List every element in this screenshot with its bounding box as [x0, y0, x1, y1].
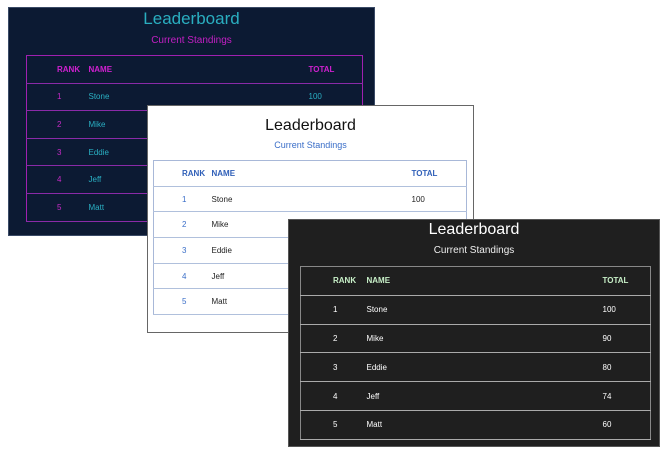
rank-cell: 1: [333, 305, 338, 315]
leaderboard-title: Leaderboard: [143, 9, 240, 28]
table-row: 3 Eddie 80: [300, 353, 651, 382]
leaderboard-dark-theme: Leaderboard Current Standings RANK NAME …: [288, 219, 660, 447]
leaderboard-subtitle: Current Standings: [151, 35, 232, 46]
total-cell: 100: [308, 92, 322, 102]
name-cell: Eddie: [88, 147, 109, 157]
rank-cell: 4: [57, 175, 62, 185]
leaderboard-title: Leaderboard: [265, 117, 356, 134]
name-header: NAME: [211, 168, 236, 178]
table-row: 1 Stone 100: [300, 295, 651, 325]
total-cell: 90: [602, 333, 612, 343]
rank-cell: 3: [182, 245, 187, 255]
table-row: 4 Jeff 74: [300, 382, 651, 411]
table-header: RANK NAME TOTAL: [153, 161, 467, 187]
total-cell: 100: [411, 194, 425, 204]
table-row: 1 Stone 100: [153, 186, 467, 212]
name-cell: Mike: [366, 333, 384, 343]
name-cell: Stone: [88, 92, 110, 102]
rank-cell: 4: [333, 391, 338, 401]
total-cell: 80: [602, 362, 612, 372]
name-cell: Mike: [211, 220, 229, 230]
rank-cell: 5: [57, 202, 62, 212]
name-header: NAME: [366, 276, 391, 286]
rank-header: RANK: [57, 64, 81, 74]
leaderboard-title: Leaderboard: [428, 221, 520, 238]
rank-cell: 1: [182, 194, 187, 204]
standings-table: RANK NAME TOTAL 1 Stone 100 2 Mike 90 3 …: [300, 266, 651, 440]
rank-cell: 3: [57, 147, 62, 157]
name-cell: Matt: [366, 420, 383, 430]
rank-cell: 2: [57, 119, 62, 129]
table-header: RANK NAME TOTAL: [300, 267, 651, 296]
total-cell: 100: [602, 305, 616, 315]
name-cell: Jeff: [88, 175, 102, 185]
table-row: 5 Matt 60: [300, 410, 651, 440]
rank-cell: 4: [182, 271, 187, 281]
name-cell: Jeff: [211, 271, 225, 281]
name-cell: Eddie: [211, 245, 232, 255]
total-cell: 60: [602, 420, 612, 430]
leaderboard-subtitle: Current Standings: [274, 140, 347, 150]
total-header: TOTAL: [308, 64, 335, 74]
rank-cell: 2: [182, 220, 187, 230]
name-cell: Stone: [211, 194, 233, 204]
total-header: TOTAL: [411, 168, 438, 178]
total-cell: 74: [602, 391, 612, 401]
name-cell: Eddie: [366, 362, 387, 372]
rank-header: RANK: [182, 168, 206, 178]
name-cell: Matt: [88, 202, 105, 212]
name-cell: Mike: [88, 119, 106, 129]
total-header: TOTAL: [602, 276, 629, 286]
rank-cell: 2: [333, 333, 338, 343]
rank-cell: 3: [333, 362, 338, 372]
rank-cell: 1: [57, 92, 62, 102]
leaderboard-subtitle: Current Standings: [433, 245, 515, 256]
name-cell: Stone: [366, 305, 388, 315]
name-header: NAME: [88, 64, 113, 74]
rank-header: RANK: [333, 276, 357, 286]
rank-cell: 5: [182, 297, 187, 307]
table-row: 2 Mike 90: [300, 324, 651, 353]
name-cell: Jeff: [366, 391, 380, 401]
rank-cell: 5: [333, 420, 338, 430]
name-cell: Matt: [211, 297, 228, 307]
table-header: RANK NAME TOTAL: [26, 56, 363, 84]
